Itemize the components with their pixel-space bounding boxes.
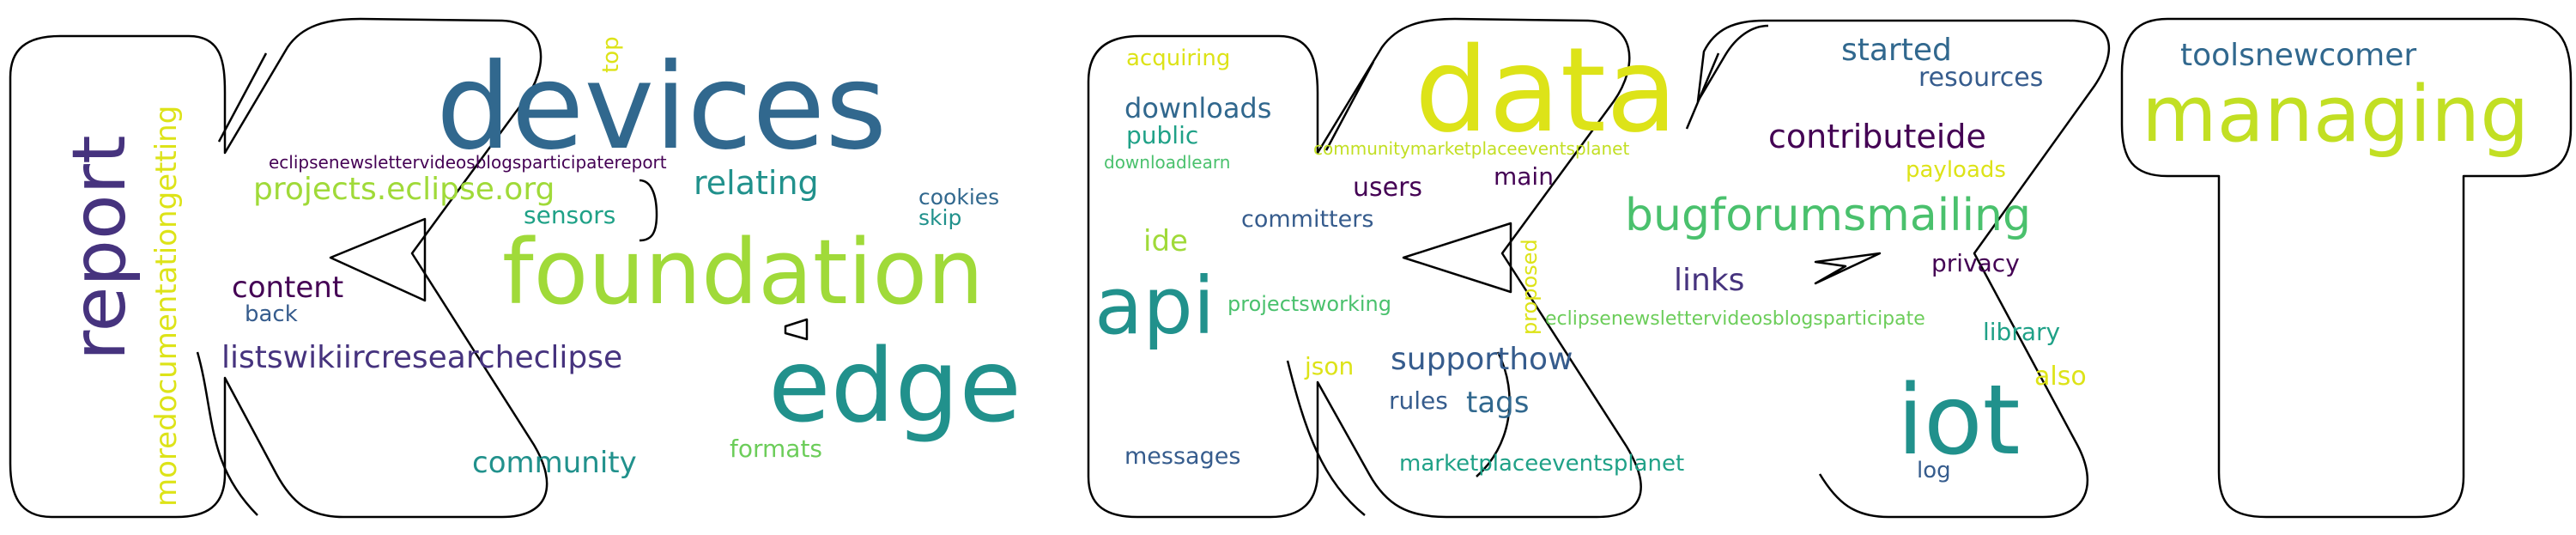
word-ide: ide xyxy=(1143,224,1188,258)
word-projects-eclipse-org: projects.eclipse.org xyxy=(253,172,555,207)
word-library: library xyxy=(1983,318,2060,346)
word-back: back xyxy=(245,301,298,327)
word-messages: messages xyxy=(1124,443,1240,470)
word-foundation: foundation xyxy=(502,220,984,325)
word-api: api xyxy=(1094,260,1215,352)
word-report: report xyxy=(57,135,142,361)
letter-k-outline xyxy=(9,17,549,519)
word-rules: rules xyxy=(1389,386,1448,415)
word-marketplaceeventsplanet: marketplaceeventsplanet xyxy=(1399,451,1684,477)
word-top: top xyxy=(598,36,624,73)
word-skip: skip xyxy=(918,205,961,230)
letter-t-outline xyxy=(2120,17,2573,519)
word-public: public xyxy=(1126,121,1198,149)
word-cookies: cookies xyxy=(918,185,999,210)
word-json: json xyxy=(1304,352,1354,380)
word-privacy: privacy xyxy=(1931,249,2020,277)
word-projectsworking: projectsworking xyxy=(1227,292,1391,316)
word-contributeide: contributeide xyxy=(1768,118,1986,155)
word-devices: devices xyxy=(436,38,887,176)
word-bugforumsmailing: bugforumsmailing xyxy=(1625,190,2031,241)
word-proposed: proposed xyxy=(1518,239,1542,335)
word-links: links xyxy=(1674,263,1744,298)
letter-k-outline-2 xyxy=(1087,17,2110,519)
word-managing: managing xyxy=(2142,70,2529,160)
word-relating: relating xyxy=(694,164,819,202)
word-committers: committers xyxy=(1241,206,1373,233)
word-sensors: sensors xyxy=(524,201,615,229)
word-tags: tags xyxy=(1466,386,1529,420)
word-moredocumentationgetting: moredocumentationgetting xyxy=(149,106,184,507)
decorative-strokes xyxy=(196,52,1882,516)
word-listswiki: listswikiircresearcheclipse xyxy=(221,340,622,375)
word-also: also xyxy=(2034,362,2087,392)
word-formats: formats xyxy=(730,435,822,463)
word-data: data xyxy=(1415,23,1677,159)
word-supporthow: supporthow xyxy=(1391,342,1573,377)
word-main: main xyxy=(1494,162,1554,191)
word-users: users xyxy=(1353,173,1422,203)
word-downloads: downloads xyxy=(1124,92,1271,125)
word-eclipsenewsletter-participate: eclipsenewslettervideosblogsparticipate xyxy=(1545,308,1925,330)
word-acquiring: acquiring xyxy=(1126,46,1230,71)
word-content: content xyxy=(232,271,343,305)
word-edge: edge xyxy=(768,326,1021,445)
word-community: community xyxy=(472,446,637,480)
word-payloads: payloads xyxy=(1906,157,2006,183)
word-started: started xyxy=(1841,33,1952,68)
word-resources: resources xyxy=(1918,63,2043,93)
word-communitymarketplace: communitymarketplaceeventsplanet xyxy=(1313,138,1629,159)
word-toolsnewcomer: toolsnewcomer xyxy=(2180,38,2416,73)
word-eclipsenewsletter-report: eclipsenewslettervideosblogsparticipater… xyxy=(269,152,667,173)
word-log: log xyxy=(1917,458,1951,483)
word-iot: iot xyxy=(1897,365,2021,477)
word-downloadlearn: downloadlearn xyxy=(1104,152,1230,173)
words: devices foundation edge report moredocum… xyxy=(57,23,2529,507)
